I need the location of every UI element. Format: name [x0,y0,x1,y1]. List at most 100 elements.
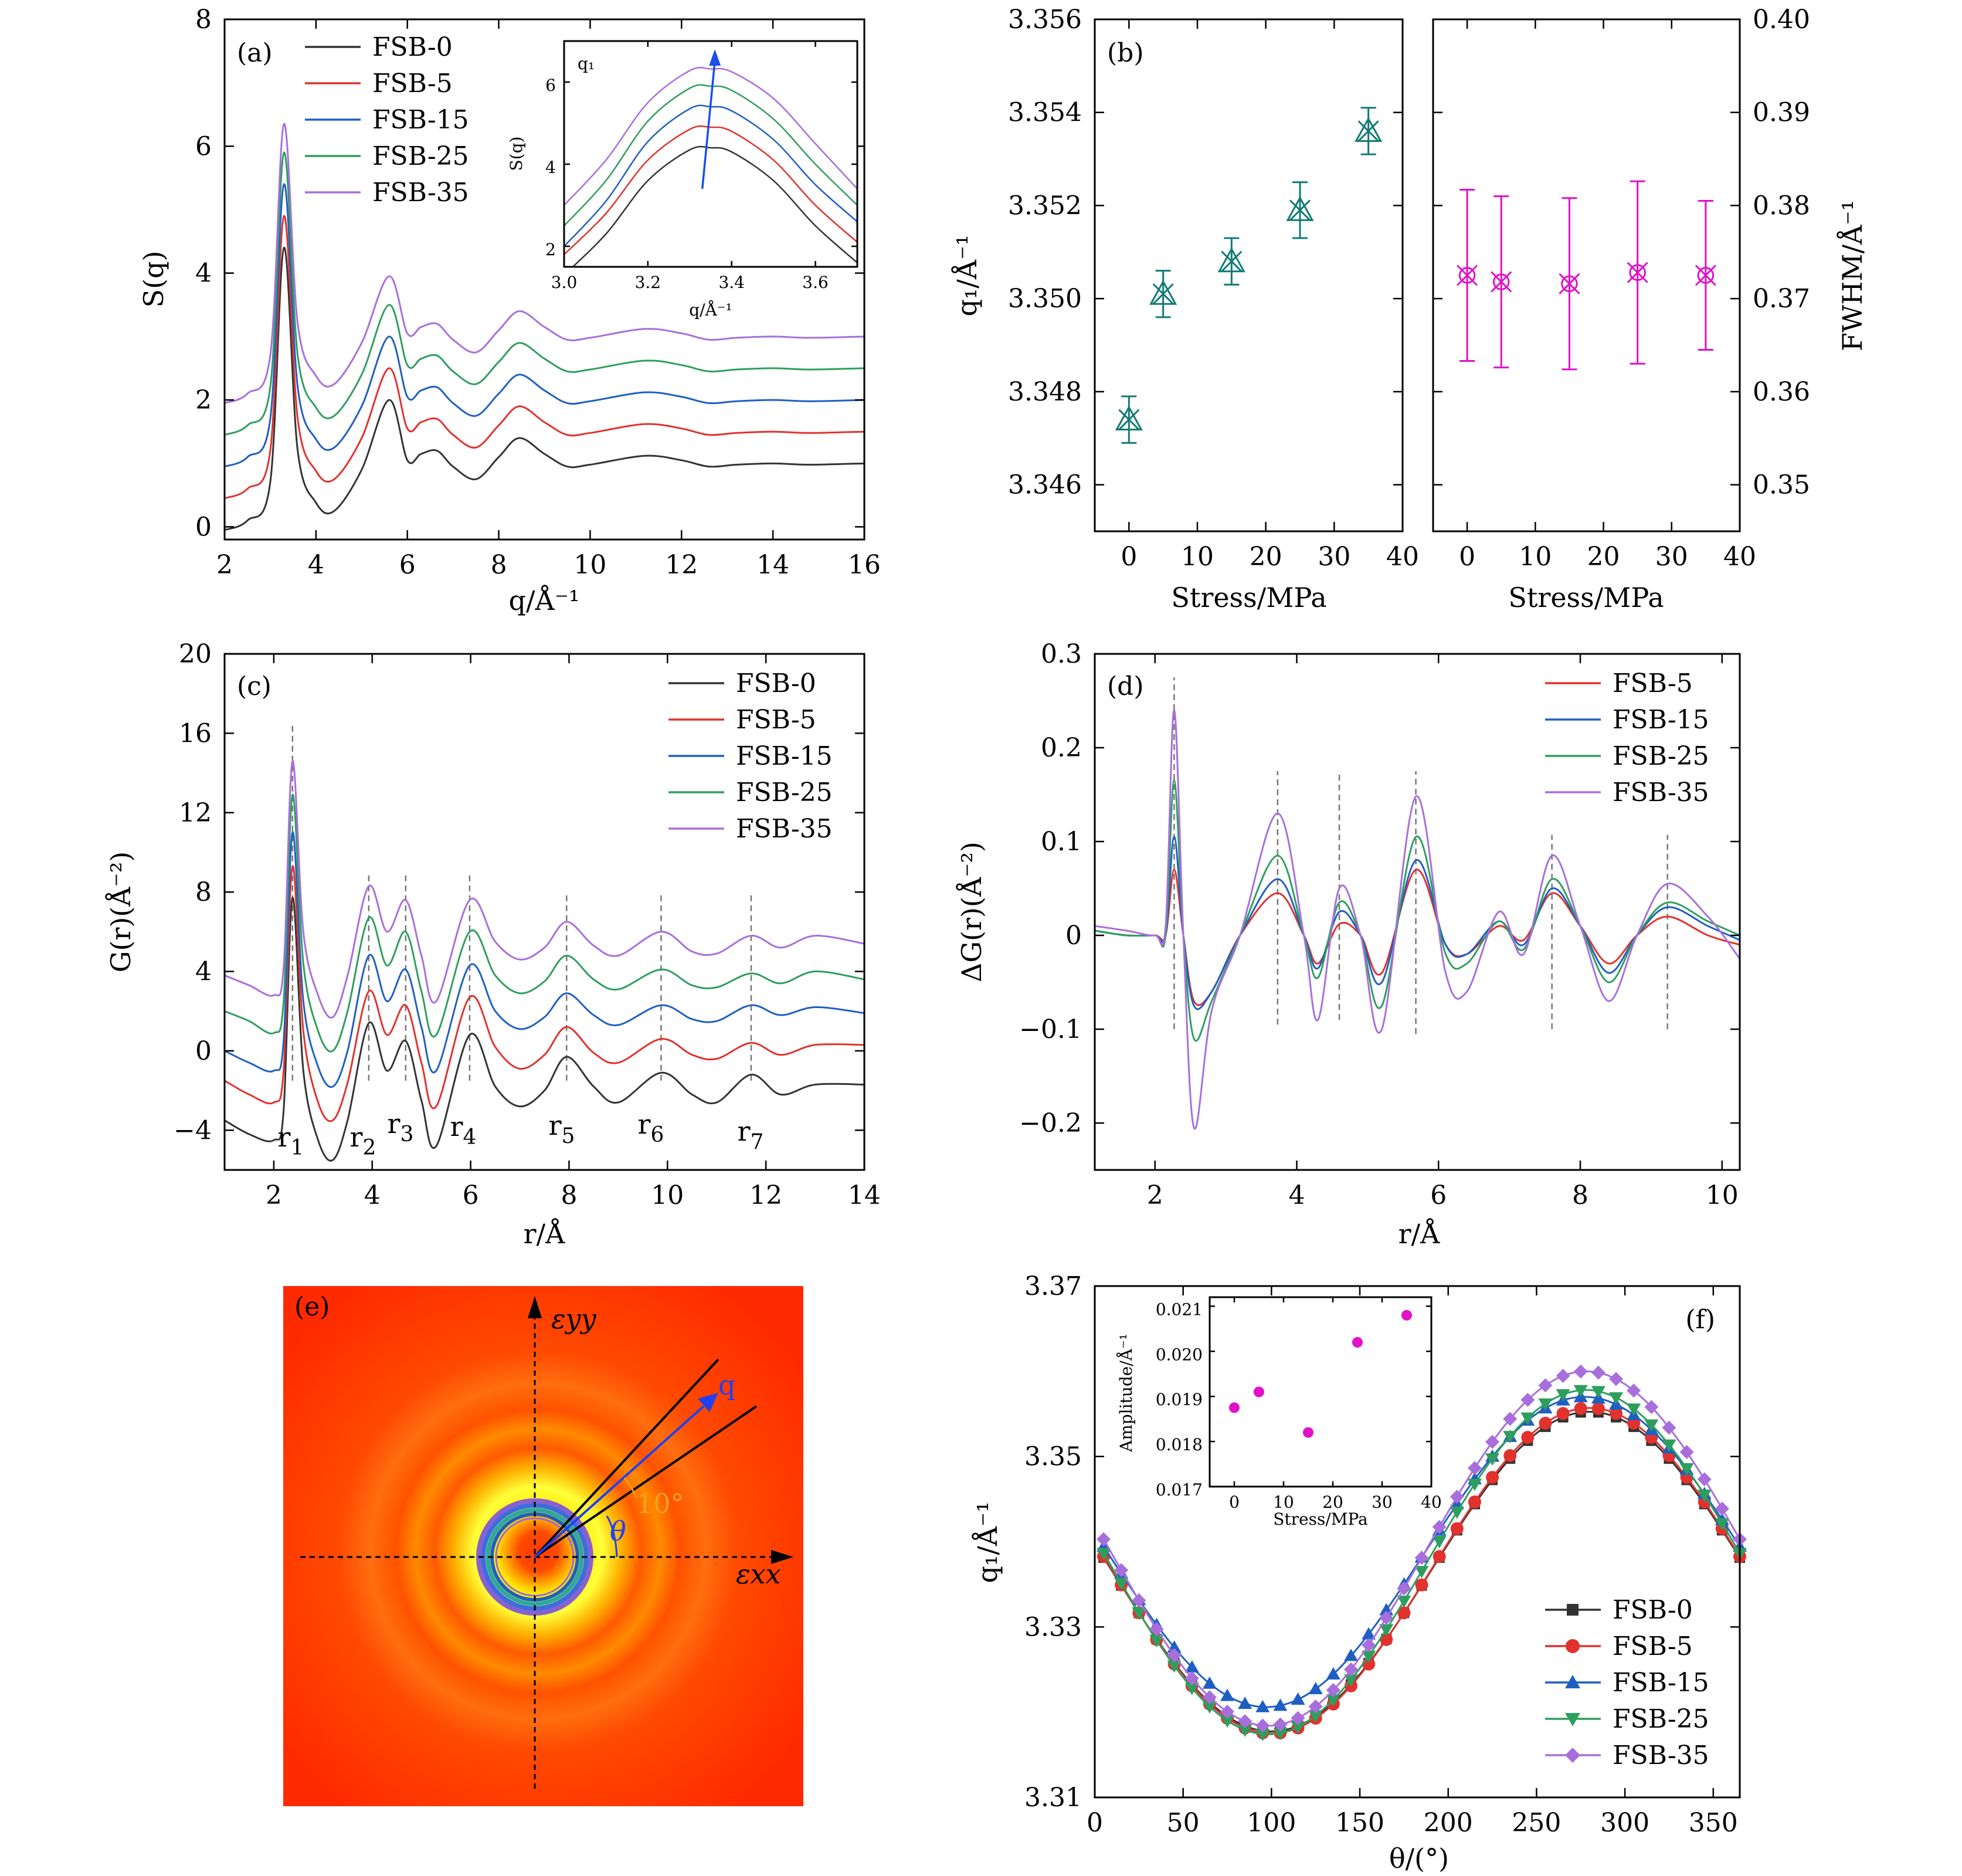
marker-triangle-down [1467,1478,1482,1491]
y-tick-label: 4 [545,158,556,177]
marker-diamond [1627,1383,1641,1398]
y-tick-label: 0.39 [1753,98,1810,128]
marker-triangle-down [1149,1635,1164,1648]
plot-frame [1094,18,1404,532]
legend-label: FSB-25 [372,141,469,171]
legend-label: FSB-5 [372,69,453,99]
marker-triangle-down [1565,1713,1580,1726]
marker-circle [1450,1522,1464,1535]
x-tick-label: 20 [1250,542,1282,572]
marker-triangle-down [1379,1624,1394,1637]
marker-diamond [1291,1711,1305,1725]
inset-point [1229,1402,1240,1413]
x-tick-label: 8 [561,1180,577,1210]
y-tick-label: 6 [195,131,212,161]
peak-label: r4 [450,1111,477,1149]
marker-triangle-down [1679,1463,1694,1475]
peak-label: r5 [549,1110,575,1148]
x-tick-label: 40 [1386,542,1419,572]
marker-x-b [1152,283,1174,305]
y-tick-label: 3.37 [1024,1271,1082,1301]
marker-triangle [1115,405,1143,431]
theta-arc [606,1515,618,1558]
marker-circle [1503,1449,1517,1463]
marker-triangle-down [1591,1386,1605,1399]
marker-triangle-down [1167,1660,1182,1673]
marker-triangle-down [1362,1650,1376,1663]
marker-triangle-down [1308,1710,1323,1723]
marker-triangle-down [1202,1701,1217,1714]
inset-bg [564,41,857,267]
peak-label: r6 [638,1108,664,1147]
x-tick-label: 8 [491,550,507,580]
x-tick-label: 6 [1430,1180,1447,1210]
legend-label: FSB-5 [736,705,816,735]
x-tick-label: 30 [1372,1492,1393,1512]
series-line-FSB-25 [1094,779,1740,1042]
marker-triangle-down [1573,1385,1588,1397]
marker-circle [1468,1495,1481,1509]
x-tick-label: 10 [651,1180,684,1210]
inset-bg [1210,1297,1431,1487]
marker-diamond [1343,1662,1358,1677]
label-q: q [718,1369,735,1401]
inset-point [1254,1386,1264,1397]
marker-triangle-down [1520,1412,1535,1425]
series-line-FSB-35 [224,760,865,1019]
marker-triangle-down [1343,1674,1358,1687]
y-tick-label: 0.2 [1041,733,1082,763]
series-line-FSB-25 [224,793,865,1053]
peak-label: r1 [278,1121,304,1160]
x-tick-label: 2 [1147,1180,1163,1210]
marker-triangle-up [1202,1676,1217,1689]
marker-diamond [1644,1400,1659,1414]
y-tick-label: 0.38 [1753,191,1810,220]
marker-circle [1629,264,1646,281]
panel-c: 2 4 6 8 10 12 14 −4 0 4 8 12 16 20 (c) r1 r2 r3 r4 r5 r6 r7 r/… [104,639,881,1250]
x-axis-label: r/Å [524,1217,565,1250]
y-tick-label: 0.3 [1041,639,1082,669]
x-tick-label: 200 [1424,1808,1473,1838]
sector-line-upper [534,1358,719,1558]
marker-diamond [1255,1718,1270,1733]
panel-e: (e) εyy εxx q θ 10° [283,1286,803,1806]
series-line-FSB-15 [224,832,865,1088]
legend-label: FSB-15 [736,741,833,771]
x-tick-label: 10 [1519,542,1552,572]
marker-circle [1486,1471,1499,1484]
inset-line-FSB-25 [564,84,857,226]
marker-circle [1415,1578,1428,1592]
marker-triangle-down [1697,1490,1712,1502]
marker-x-b [1118,409,1140,430]
x-tick-label: 40 [1421,1492,1442,1512]
marker-diamond [1609,1372,1624,1386]
y-tick-label: 4 [195,957,212,987]
marker-triangle-up [1291,1692,1305,1705]
marker-triangle-down [1273,1728,1288,1741]
legend-label: FSB-0 [736,669,816,698]
y-tick-label: 0 [1065,921,1082,951]
inset-point [1401,1310,1412,1321]
plot-frame [223,18,865,541]
y-tick-label: 3.356 [1008,5,1082,35]
y-tick-label: 3.354 [1008,98,1082,128]
marker-triangle-down [1662,1439,1676,1452]
x-tick-label: 0 [1459,542,1475,572]
plot-frame [1432,18,1741,532]
inset-line-FSB-5 [564,125,857,255]
marker-triangle-down [1291,1721,1305,1734]
panel-f: 0 50 100 150 200 250 300 3503.313.333.353.37(f)… [971,1271,1747,1874]
marker-triangle-up [1273,1698,1288,1711]
x-tick-label: 2 [216,550,233,580]
marker-diamond [1485,1434,1500,1449]
q-vector-arrowhead [698,1393,718,1412]
x-tick-label: 8 [1572,1180,1588,1210]
inset-line-FSB-0 [572,145,857,267]
inset-y-label: S(q) [507,137,526,171]
marker-x-b [1491,271,1512,293]
y-axis-label: S(q) [138,251,169,308]
inset-line-FSB-35 [564,66,857,206]
label-eyy: εyy [551,1303,597,1335]
x-tick-label: 0 [1229,1492,1240,1512]
y-tick-label: 16 [179,718,212,748]
